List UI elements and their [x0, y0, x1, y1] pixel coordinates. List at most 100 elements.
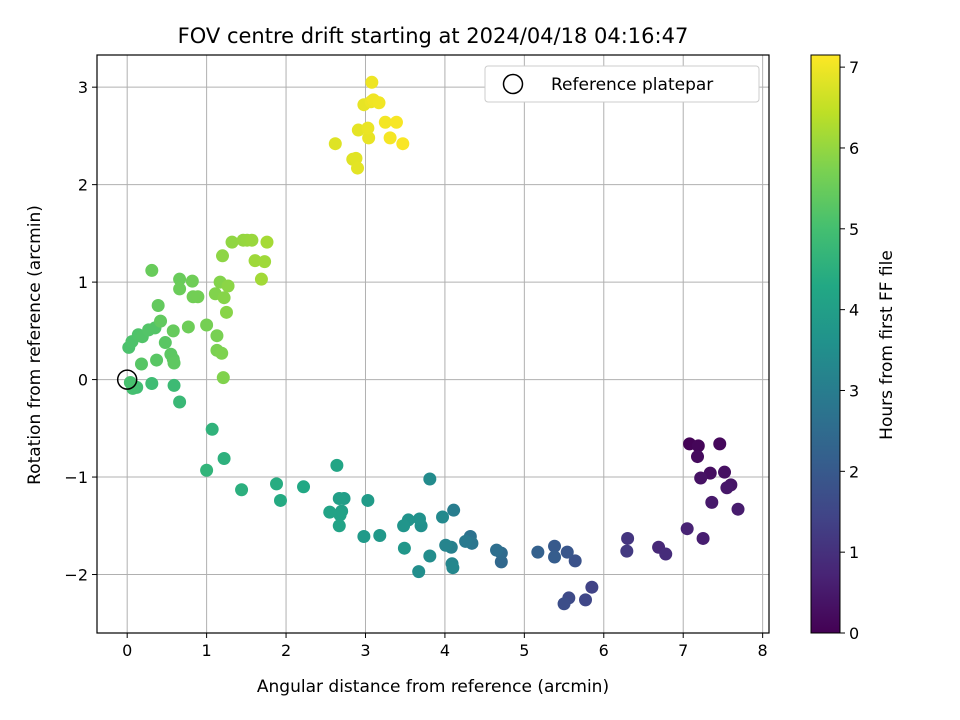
data-point [357, 530, 371, 544]
reference-marker [116, 369, 138, 390]
y-ticks: −2 −1 0 1 2 3 [64, 78, 97, 585]
data-point [459, 534, 473, 548]
y-axis-label: Rotation from reference (arcmin) [25, 205, 45, 485]
data-point [351, 161, 365, 175]
x-tick-label: 0 [122, 641, 132, 660]
data-point [332, 519, 346, 533]
data-point [620, 544, 634, 558]
data-point [216, 371, 230, 385]
legend-reference-marker [502, 73, 524, 95]
data-point [585, 580, 599, 594]
colorbar-label: Hours from first FF file [877, 250, 897, 440]
colorbar-tick-label: 3 [849, 381, 859, 400]
data-point [560, 545, 574, 559]
data-point [490, 543, 504, 557]
y-tick-label: −1 [64, 468, 88, 487]
colorbar-tick-label: 0 [849, 624, 859, 643]
data-point [397, 519, 411, 533]
colorbar-tick-label: 4 [849, 301, 859, 320]
data-point [185, 274, 199, 288]
colorbar-tick-label: 2 [849, 462, 859, 481]
data-point [145, 376, 159, 390]
data-point [691, 450, 705, 464]
data-point [167, 356, 181, 370]
data-point [423, 472, 437, 486]
x-tick-label: 4 [440, 641, 450, 660]
x-tick-label: 7 [678, 641, 688, 660]
x-tick-label: 2 [281, 641, 291, 660]
x-axis-label: Angular distance from reference (arcmin) [257, 677, 609, 697]
data-point [436, 510, 450, 524]
data-point [333, 508, 347, 522]
data-point [217, 291, 231, 305]
data-point [134, 357, 148, 371]
data-point [330, 458, 344, 472]
data-point [215, 346, 229, 360]
legend: Reference platepar [484, 65, 760, 103]
data-point [349, 151, 363, 165]
data-point [621, 531, 635, 545]
y-tick-label: −2 [64, 566, 88, 585]
data-point [158, 336, 172, 350]
data-point [245, 233, 259, 247]
data-point [273, 493, 287, 507]
data-point [221, 279, 235, 293]
legend-box [484, 65, 760, 103]
data-point [397, 541, 411, 555]
data-point [362, 131, 376, 145]
data-point [694, 471, 708, 485]
data-point [412, 565, 426, 579]
x-tick-label: 8 [758, 641, 768, 660]
reference-marker-group [116, 369, 138, 390]
data-point [297, 480, 311, 494]
data-point [145, 263, 159, 277]
data-point [167, 378, 181, 392]
data-point [154, 314, 168, 328]
data-point [216, 249, 230, 263]
data-point [173, 272, 187, 286]
data-point [225, 235, 239, 249]
data-point [579, 593, 593, 607]
y-tick-label: 2 [78, 176, 88, 195]
data-point [123, 376, 137, 390]
plot-frame [96, 54, 770, 634]
data-point [191, 290, 205, 304]
data-point [696, 531, 710, 545]
data-point [200, 318, 214, 332]
data-point [365, 75, 379, 89]
data-point [680, 522, 694, 536]
data-point [166, 324, 180, 338]
colorbar-tick-label: 5 [849, 220, 859, 239]
data-point [447, 503, 461, 517]
data-point [150, 353, 164, 367]
x-tick-label: 3 [360, 641, 370, 660]
data-point [173, 282, 187, 296]
colorbar-tick-label: 7 [849, 58, 859, 77]
data-point [217, 452, 231, 466]
data-point [705, 495, 719, 509]
y-tick-label: 0 [78, 371, 88, 390]
colorbar: 0 1 2 3 4 5 6 7 Hours from first FF file [810, 54, 897, 643]
data-point [531, 545, 545, 559]
data-point [361, 121, 375, 135]
data-point [691, 439, 705, 453]
colorbar-tick-label: 6 [849, 139, 859, 158]
data-point [731, 502, 745, 516]
legend-label: Reference platepar [551, 75, 713, 95]
data-point [210, 329, 224, 343]
data-point [378, 115, 392, 129]
data-point [270, 477, 284, 491]
x-tick-label: 1 [202, 641, 212, 660]
y-tick-label: 3 [78, 78, 88, 97]
data-point [328, 137, 342, 151]
colorbar-ticks: 0 1 2 3 4 5 6 7 [840, 58, 859, 643]
data-point [200, 463, 214, 477]
colorbar-gradient [810, 54, 841, 634]
data-point [396, 137, 410, 151]
data-point [258, 255, 272, 269]
x-ticks: 0 1 2 3 4 5 6 7 8 [122, 633, 768, 660]
data-point [248, 254, 262, 268]
data-point [548, 539, 562, 553]
data-point [254, 272, 268, 286]
x-tick-label: 6 [599, 641, 609, 660]
